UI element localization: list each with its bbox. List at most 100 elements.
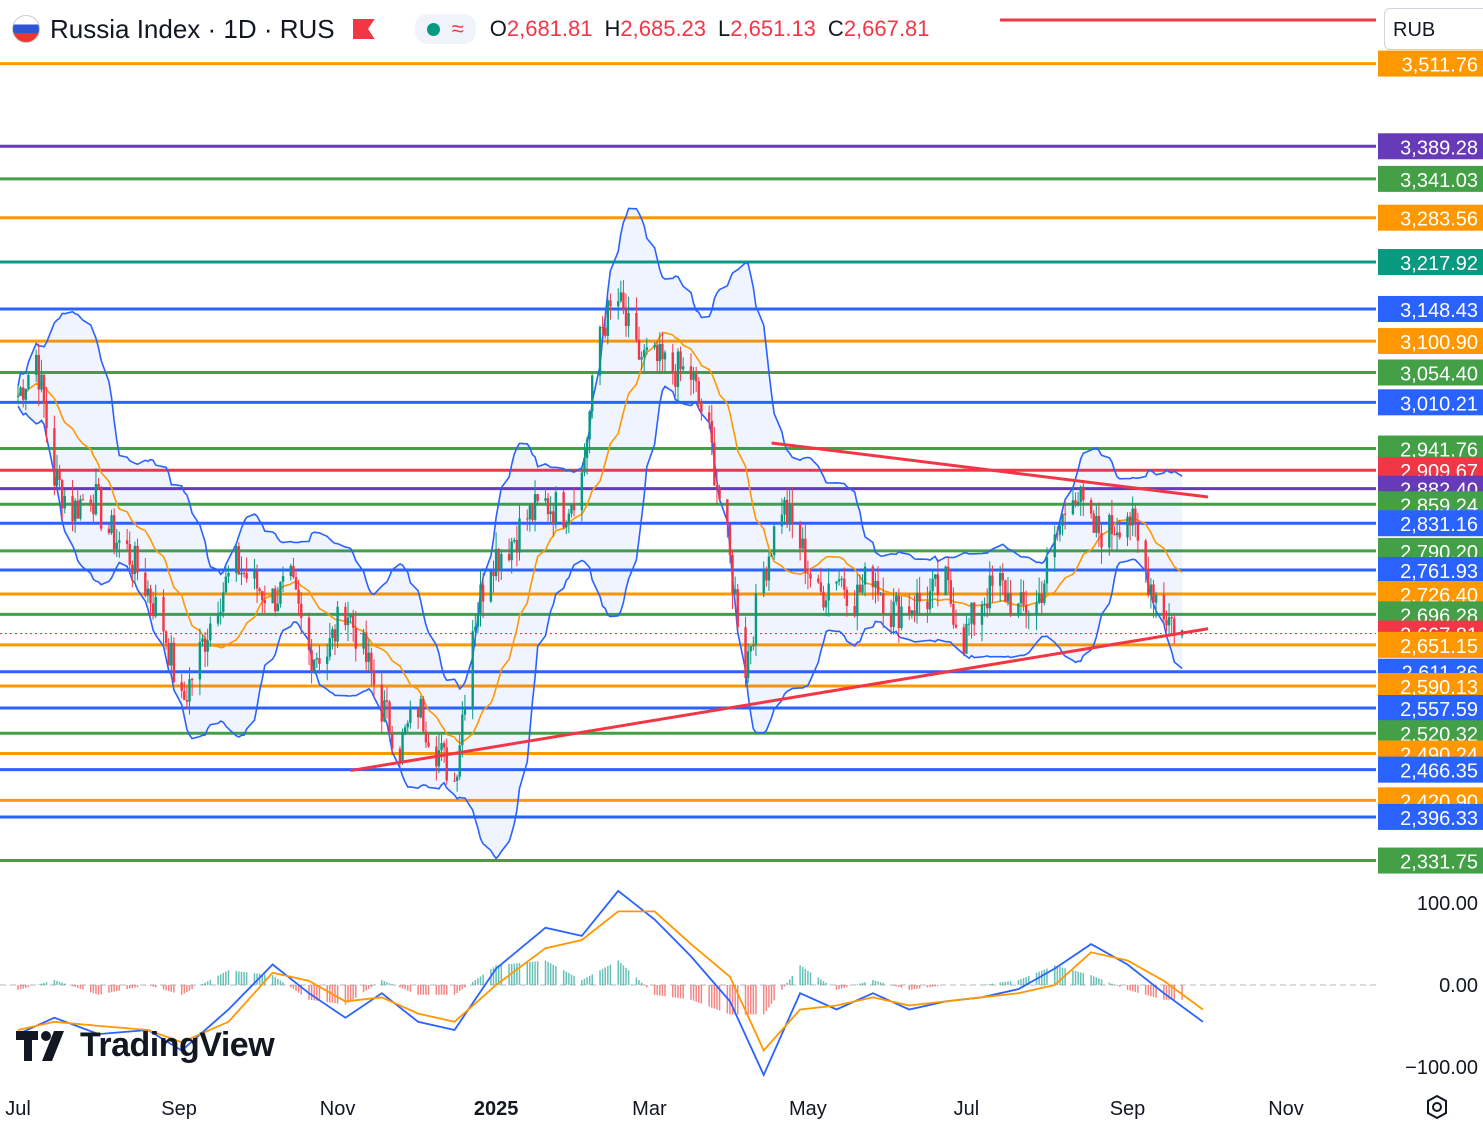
candle-body [27,374,30,389]
candle-body [570,503,573,514]
candle-body [910,610,914,615]
candle-body [549,511,552,515]
candle-body [635,313,638,340]
gear-icon[interactable] [1424,1094,1450,1120]
candle-body [440,743,443,751]
candle-body [707,412,711,421]
price-label-bg [1378,510,1483,537]
candle [492,560,495,593]
candle [726,499,729,538]
candle [1004,579,1007,603]
candle-body [1089,500,1093,514]
candle-body [1165,619,1168,626]
candle-body [1006,592,1010,602]
candle-body [89,499,92,504]
candle [419,695,422,719]
candle-body [962,627,966,654]
candle-body [263,600,267,604]
candle [73,498,77,533]
wave-icon: ≈ [451,16,464,41]
candle [653,342,656,350]
candle-body [580,472,584,511]
candle-body [1017,603,1020,616]
candle-body [746,651,750,679]
candle-body [736,589,739,628]
candle-body [552,511,555,524]
candle [983,597,986,617]
candle [224,565,228,594]
price-label-text: 2,557.59 [1400,699,1478,721]
price-label-text: 2,466.35 [1400,761,1478,783]
candle-body [172,642,176,683]
candle [63,489,66,514]
flag-marker-icon[interactable] [352,19,375,39]
candle [970,602,973,639]
candle [780,498,784,534]
candle-body [983,603,986,605]
candle-body [53,428,56,486]
candle-body [972,602,976,625]
candle [817,574,820,585]
candle-body [645,347,649,350]
candle-body [762,570,765,594]
candle-body [424,731,428,743]
oscillator-tick-label: 100.00 [1417,893,1478,915]
price-label-bg [1378,328,1483,355]
price-label-text: 2,941.76 [1400,440,1478,462]
candle [99,486,103,532]
candle [310,638,313,684]
candle-body [258,588,261,592]
candle-body [572,503,576,511]
candle-body [73,500,77,522]
candle [172,637,176,683]
candle [479,569,482,627]
candle-body [913,610,916,615]
price-level-label: 3,283.56 [1378,204,1483,231]
candle-body [219,611,222,615]
candle-body [944,566,947,596]
candle [856,574,859,631]
candle-body [388,701,391,734]
candle [736,583,739,633]
candle-body [401,732,404,761]
candle [694,366,698,392]
candle [162,589,165,645]
candle [640,351,643,370]
candle-body [918,592,921,602]
candle [1043,579,1046,606]
candle-body [749,646,752,652]
candle-body [331,629,334,639]
candle-body [671,352,674,372]
candle-body [908,606,911,615]
candle [1147,556,1150,598]
candle [928,578,932,614]
candle [1061,513,1064,536]
candle [749,645,752,665]
candle [619,280,623,303]
currency-selector[interactable]: RUB [1384,8,1483,50]
status-pill[interactable]: ≈ [414,14,476,44]
candle-body [653,345,656,348]
candle-body [1134,508,1137,524]
candle [988,561,991,613]
candle [1006,577,1010,606]
candle [926,586,929,623]
candle [201,634,204,647]
candle-body [772,526,776,556]
candle [388,699,391,742]
chart-header: Russia Index · 1D · RUS ≈ O2,681.81 H2,6… [0,0,929,58]
candle [1024,590,1028,629]
candle-body [313,659,316,672]
candle [372,659,376,699]
price-label-bg [1378,673,1483,700]
candle-body [700,401,703,413]
candle [1131,496,1134,537]
candle-body [128,544,131,565]
candle [151,591,155,620]
candle-body [422,698,425,732]
candle [972,601,976,637]
candle [952,587,955,629]
symbol-title[interactable]: Russia Index · 1D · RUS [50,13,335,44]
low-label: L [718,16,731,41]
